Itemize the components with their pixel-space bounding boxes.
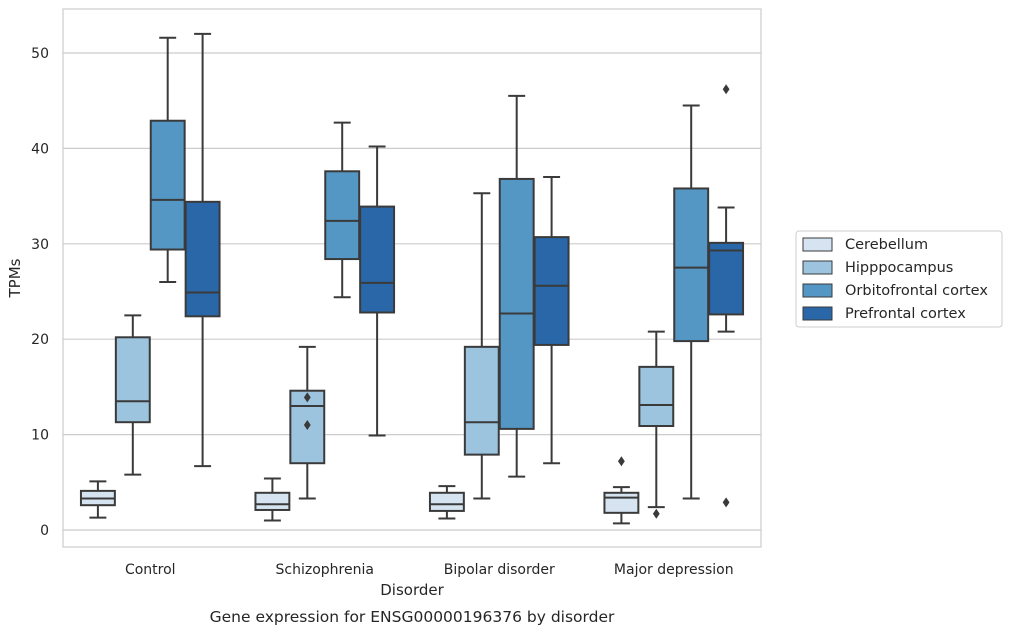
box-prefrontal-cortex bbox=[708, 84, 745, 508]
iqr-box bbox=[638, 365, 675, 428]
iqr-box bbox=[533, 236, 570, 346]
chart-caption: Gene expression for ENSG00000196376 by d… bbox=[210, 608, 615, 626]
iqr-box bbox=[149, 119, 186, 251]
legend-swatch bbox=[802, 237, 833, 252]
outlier-point bbox=[618, 456, 625, 467]
x-tick-label: Major depression bbox=[614, 562, 734, 578]
legend: Cerebellum Hipppocampus Orbitofrontal cort… bbox=[795, 230, 1003, 328]
box-plots bbox=[79, 32, 745, 525]
legend-swatch bbox=[802, 260, 833, 275]
iqr-box bbox=[254, 491, 291, 511]
y-tick-label: 50 bbox=[31, 46, 49, 62]
box-hipppocampus bbox=[114, 314, 151, 476]
iqr-box bbox=[673, 187, 710, 343]
legend-label: Prefrontal cortex bbox=[845, 306, 966, 322]
iqr-box bbox=[603, 491, 640, 514]
box-orbitofrontal-cortex bbox=[324, 121, 361, 299]
legend-swatch bbox=[802, 283, 833, 298]
x-axis-label: Disorder bbox=[380, 581, 444, 599]
y-tick-labels: 0 10 20 30 40 50 bbox=[31, 46, 49, 539]
y-tick-label: 40 bbox=[31, 141, 49, 157]
box-hipppocampus bbox=[289, 345, 326, 500]
legend-label: Hipppocampus bbox=[845, 260, 953, 276]
box-cerebellum bbox=[254, 477, 291, 522]
box-orbitofrontal-cortex bbox=[673, 104, 710, 500]
box-hipppocampus bbox=[638, 330, 675, 519]
y-tick-label: 0 bbox=[40, 523, 49, 539]
x-tick-label: Control bbox=[125, 562, 176, 578]
legend-label: Orbitofrontal cortex bbox=[845, 283, 988, 299]
outlier-point bbox=[652, 508, 660, 519]
x-tick-label: Bipolar disorder bbox=[444, 562, 555, 578]
outlier-point bbox=[303, 392, 311, 403]
box-prefrontal-cortex bbox=[359, 145, 396, 437]
iqr-box bbox=[359, 205, 396, 314]
box-orbitofrontal-cortex bbox=[149, 36, 186, 283]
outlier-point bbox=[722, 84, 730, 95]
iqr-box bbox=[324, 170, 361, 261]
y-tick-label: 30 bbox=[31, 237, 49, 253]
x-tick-label: Schizophrenia bbox=[276, 562, 374, 578]
legend-frame bbox=[795, 230, 1003, 328]
iqr-box bbox=[114, 336, 151, 424]
iqr-box bbox=[463, 345, 500, 456]
box-orbitofrontal-cortex bbox=[498, 94, 535, 478]
legend-swatch bbox=[802, 306, 833, 321]
box-cerebellum bbox=[428, 485, 465, 520]
y-tick-label: 20 bbox=[31, 332, 49, 348]
legend-label: Cerebellum bbox=[845, 237, 928, 253]
box-cerebellum bbox=[603, 456, 640, 525]
y-axis-label: TPMs bbox=[6, 258, 24, 298]
box-prefrontal-cortex bbox=[184, 32, 221, 468]
y-tick-label: 10 bbox=[31, 428, 49, 444]
outlier-point bbox=[722, 497, 730, 508]
plot-area bbox=[62, 8, 762, 548]
box-hipppocampus bbox=[463, 192, 500, 500]
iqr-box bbox=[428, 491, 465, 512]
box-cerebellum bbox=[79, 480, 116, 519]
iqr-box bbox=[708, 241, 745, 316]
x-tick-labels: Control Schizophrenia Bipolar disorder Majo… bbox=[125, 562, 734, 578]
iqr-box bbox=[498, 177, 535, 430]
outlier-point bbox=[303, 420, 311, 431]
box-prefrontal-cortex bbox=[533, 176, 570, 465]
iqr-box bbox=[184, 200, 221, 318]
